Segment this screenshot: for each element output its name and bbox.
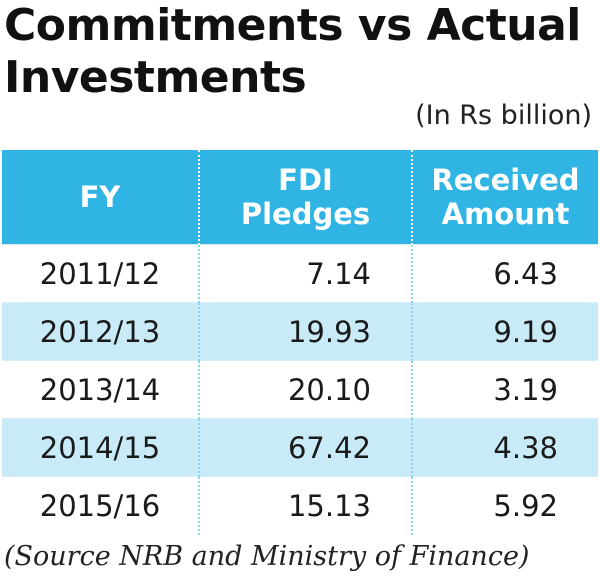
title-line-2: Investments: [4, 52, 307, 103]
header-fdi-pledges-line-1: FDI: [278, 163, 333, 197]
header-fy-line-1: FY: [79, 180, 121, 214]
cell-fy: 2014/15: [2, 418, 200, 477]
cell-fdi-pledges: 15.13: [199, 476, 413, 535]
title-line-1: Commitments vs Actual: [4, 0, 581, 51]
header-row: FY FDI Pledges Received Amount: [2, 150, 598, 245]
unit-note: (In Rs billion): [415, 100, 592, 131]
header-received-amount: Received Amount: [412, 150, 598, 245]
header-fy: FY: [2, 150, 200, 245]
cell-fdi-pledges: 19.93: [199, 302, 413, 361]
cell-received-amount: 9.19: [412, 302, 598, 361]
table-row: 2014/15 67.42 4.38: [2, 418, 598, 477]
table-row: 2012/13 19.93 9.19: [2, 302, 598, 361]
cell-fdi-pledges: 7.14: [199, 244, 413, 303]
table-row: 2015/16 15.13 5.92: [2, 476, 598, 535]
header-received-amount-line-1: Received: [431, 163, 580, 197]
data-table: FY FDI Pledges Received Amount 2011/12 7…: [2, 150, 598, 535]
cell-fdi-pledges: 67.42: [199, 418, 413, 477]
cell-fy: 2015/16: [2, 476, 200, 535]
cell-received-amount: 5.92: [412, 476, 598, 535]
cell-received-amount: 3.19: [412, 360, 598, 419]
source-note: (Source NRB and Ministry of Finance): [4, 541, 530, 572]
table-row: 2013/14 20.10 3.19: [2, 360, 598, 419]
table-row: 2011/12 7.14 6.43: [2, 244, 598, 303]
cell-fy: 2012/13: [2, 302, 200, 361]
cell-fy: 2013/14: [2, 360, 200, 419]
cell-received-amount: 4.38: [412, 418, 598, 477]
chart-title: Commitments vs Actual Investments: [4, 0, 596, 104]
cell-fy: 2011/12: [2, 244, 200, 303]
header-fdi-pledges-line-2: Pledges: [240, 197, 371, 231]
header-received-amount-line-2: Amount: [441, 197, 570, 231]
header-fdi-pledges: FDI Pledges: [199, 150, 413, 245]
cell-received-amount: 6.43: [412, 244, 598, 303]
cell-fdi-pledges: 20.10: [199, 360, 413, 419]
